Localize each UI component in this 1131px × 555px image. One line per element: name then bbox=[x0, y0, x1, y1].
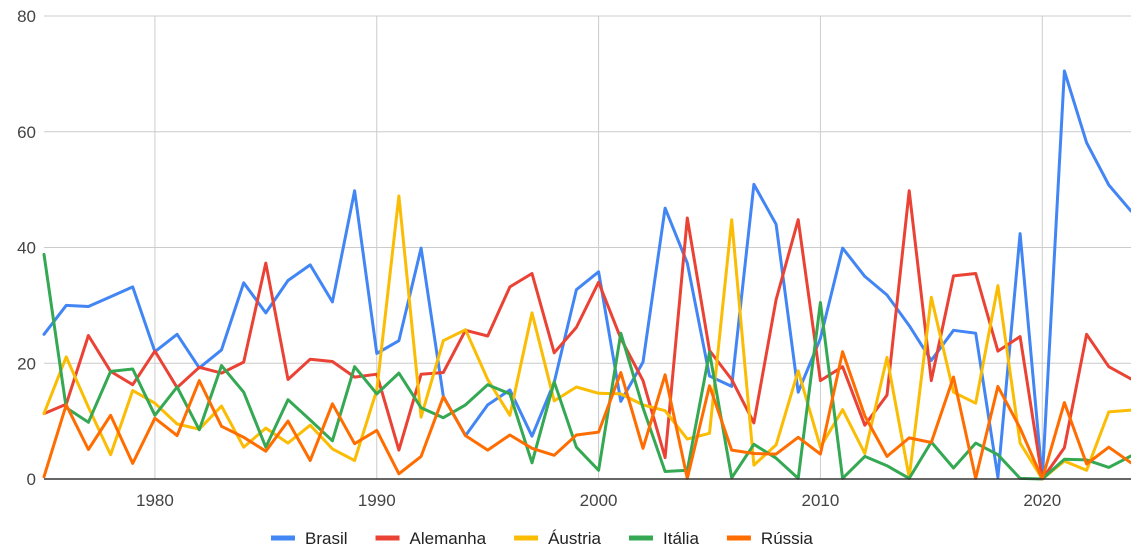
legend-label-1: Brasil bbox=[305, 529, 348, 548]
legend-label-4: Itália bbox=[663, 529, 699, 548]
legend-label-2: Alemanha bbox=[410, 529, 487, 548]
x-tick-label-2020: 2020 bbox=[1023, 491, 1061, 510]
legend-item-1: Brasil bbox=[271, 529, 348, 548]
x-tick-label-2000: 2000 bbox=[580, 491, 618, 510]
y-tick-label-0: 0 bbox=[27, 470, 36, 489]
legend-label-3: Áustria bbox=[548, 529, 601, 548]
y-tick-label-20: 20 bbox=[17, 354, 36, 373]
y-tick-label-60: 60 bbox=[17, 123, 36, 142]
x-tick-label-1980: 1980 bbox=[136, 491, 174, 510]
y-tick-label-80: 80 bbox=[17, 7, 36, 26]
y-tick-label-40: 40 bbox=[17, 239, 36, 258]
chart-axes: 0 20 40 60 80 1980 1990 2000 2010 2020 bbox=[17, 7, 1131, 510]
legend-item-5: Rússia bbox=[727, 529, 814, 548]
chart-legend: Brasil Alemanha Áustria Itália Rússia bbox=[271, 529, 813, 548]
x-tick-label-2010: 2010 bbox=[802, 491, 840, 510]
series-line-2 bbox=[44, 191, 1131, 479]
legend-item-3: Áustria bbox=[514, 529, 601, 548]
legend-item-2: Alemanha bbox=[376, 529, 487, 548]
legend-item-4: Itália bbox=[629, 529, 699, 548]
legend-label-5: Rússia bbox=[761, 529, 814, 548]
x-tick-label-1990: 1990 bbox=[358, 491, 396, 510]
